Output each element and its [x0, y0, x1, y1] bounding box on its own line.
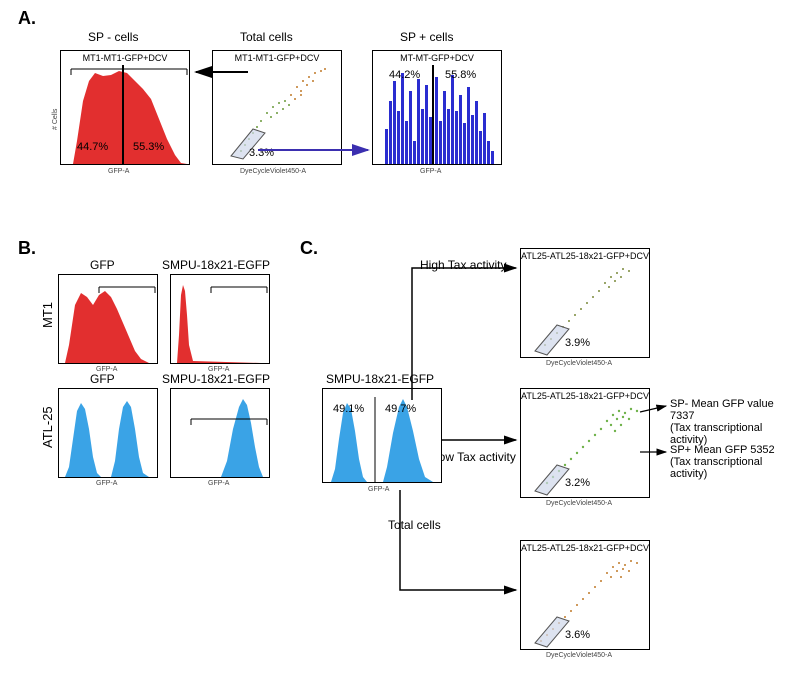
label-sp-neg-cells: SP - cells: [88, 30, 138, 44]
annot-sp-neg-main: SP- Mean GFP value 7337: [670, 398, 774, 422]
plot-c-scatter-low: ATL25-ATL25-18x21-GFP+DCV 3.6%: [520, 540, 650, 650]
axis-c-mid-x: DyeCycleViolet450-A: [546, 500, 612, 507]
title-c-low: ATL25-ATL25-18x21-GFP+DCV: [521, 543, 649, 553]
pct-c-left: 49.1%: [333, 403, 364, 415]
axis-b-mt1-x1: GFP-A: [96, 366, 117, 373]
pct-c-low: 3.6%: [565, 629, 590, 641]
panel-letter-a: A.: [18, 8, 36, 29]
plot-b-atl-smpu: [170, 388, 270, 478]
label-c-smpu: SMPU-18x21-EGFP: [326, 372, 434, 386]
axis-b-atl-x1: GFP-A: [96, 480, 117, 487]
pct-a-sppos-left: 44.2%: [389, 69, 420, 81]
panel-letter-b: B.: [18, 238, 36, 259]
hist-b-atl-smpu: [171, 389, 271, 479]
plot-b-atl-gfp: [58, 388, 158, 478]
pct-a-sppos-right: 55.8%: [445, 69, 476, 81]
col-label-smpu-top: SMPU-18x21-EGFP: [162, 258, 270, 272]
label-sp-pos-cells: SP + cells: [400, 30, 453, 44]
axis-c-high-x: DyeCycleViolet450-A: [546, 360, 612, 367]
plot-b-mt1-smpu: [170, 274, 270, 364]
title-c-mid: ATL25-ATL25-18x21-GFP+DCV: [521, 391, 649, 401]
annot-sp-neg-line: SP- Mean GFP value 7337 (Tax transcripti…: [670, 398, 800, 446]
pct-a-total: 3.3%: [249, 147, 274, 159]
row-label-mt1: MT1: [40, 302, 55, 328]
plot-c-scatter-mid: ATL25-ATL25-18x21-GFP+DCV 3.2%: [520, 388, 650, 498]
axis-a-spneg-y: # Cells: [52, 109, 59, 130]
pct-a-spneg-right: 55.3%: [133, 141, 164, 153]
annot-sp-pos-main: SP+ Mean GFP 5352: [670, 444, 775, 456]
row-label-atl25: ATL-25: [40, 406, 55, 448]
axis-c-hist-x: GFP-A: [368, 486, 389, 493]
annot-sp-neg-sub: (Tax transcriptional activity): [670, 422, 762, 446]
pct-c-right: 49.7%: [385, 403, 416, 415]
plot-b-mt1-gfp: [58, 274, 158, 364]
plot-c-hist: 49.1% 49.7%: [322, 388, 442, 483]
axis-c-low-x: DyeCycleViolet450-A: [546, 652, 612, 659]
hist-b-mt1-gfp: [59, 275, 159, 365]
title-c-high: ATL25-ATL25-18x21-GFP+DCV: [521, 251, 649, 261]
hist-b-atl-gfp: [59, 389, 159, 479]
col-label-gfp-top: GFP: [90, 258, 115, 272]
panel-letter-c: C.: [300, 238, 318, 259]
label-total-cells: Total cells: [240, 30, 293, 44]
axis-b-mt1-x2: GFP-A: [208, 366, 229, 373]
label-total-cells-c: Total cells: [388, 518, 441, 532]
pct-c-mid: 3.2%: [565, 477, 590, 489]
pct-c-high: 3.9%: [565, 337, 590, 349]
scatter-a-total-svg: [213, 51, 343, 166]
plot-a-spneg-hist: MT1-MT1-GFP+DCV 44.7% 55.3%: [60, 50, 190, 165]
label-high-tax: High Tax activity: [420, 258, 506, 272]
label-low-tax: Low Tax activity: [432, 450, 516, 464]
col-label-smpu-bot: SMPU-18x21-EGFP: [162, 372, 270, 386]
pct-a-spneg-left: 44.7%: [77, 141, 108, 153]
axis-a-spneg-x: GFP-A: [108, 168, 129, 175]
plot-a-total-scatter: MT1-MT1-GFP+DCV 3.3%: [212, 50, 342, 165]
axis-b-atl-x2: GFP-A: [208, 480, 229, 487]
annot-sp-pos-sub: (Tax transcriptional activity): [670, 456, 762, 480]
annot-sp-pos-line: SP+ Mean GFP 5352 (Tax transcriptional a…: [670, 444, 800, 480]
plot-a-sppos-hist: MT-MT-GFP+DCV 44.2% 55.8%: [372, 50, 502, 165]
plot-c-scatter-high: ATL25-ATL25-18x21-GFP+DCV 3.9%: [520, 248, 650, 358]
axis-a-total-x: DyeCycleViolet450-A: [240, 168, 306, 175]
axis-a-sppos-x: GFP-A: [420, 168, 441, 175]
col-label-gfp-bot: GFP: [90, 372, 115, 386]
hist-b-mt1-smpu: [171, 275, 271, 365]
